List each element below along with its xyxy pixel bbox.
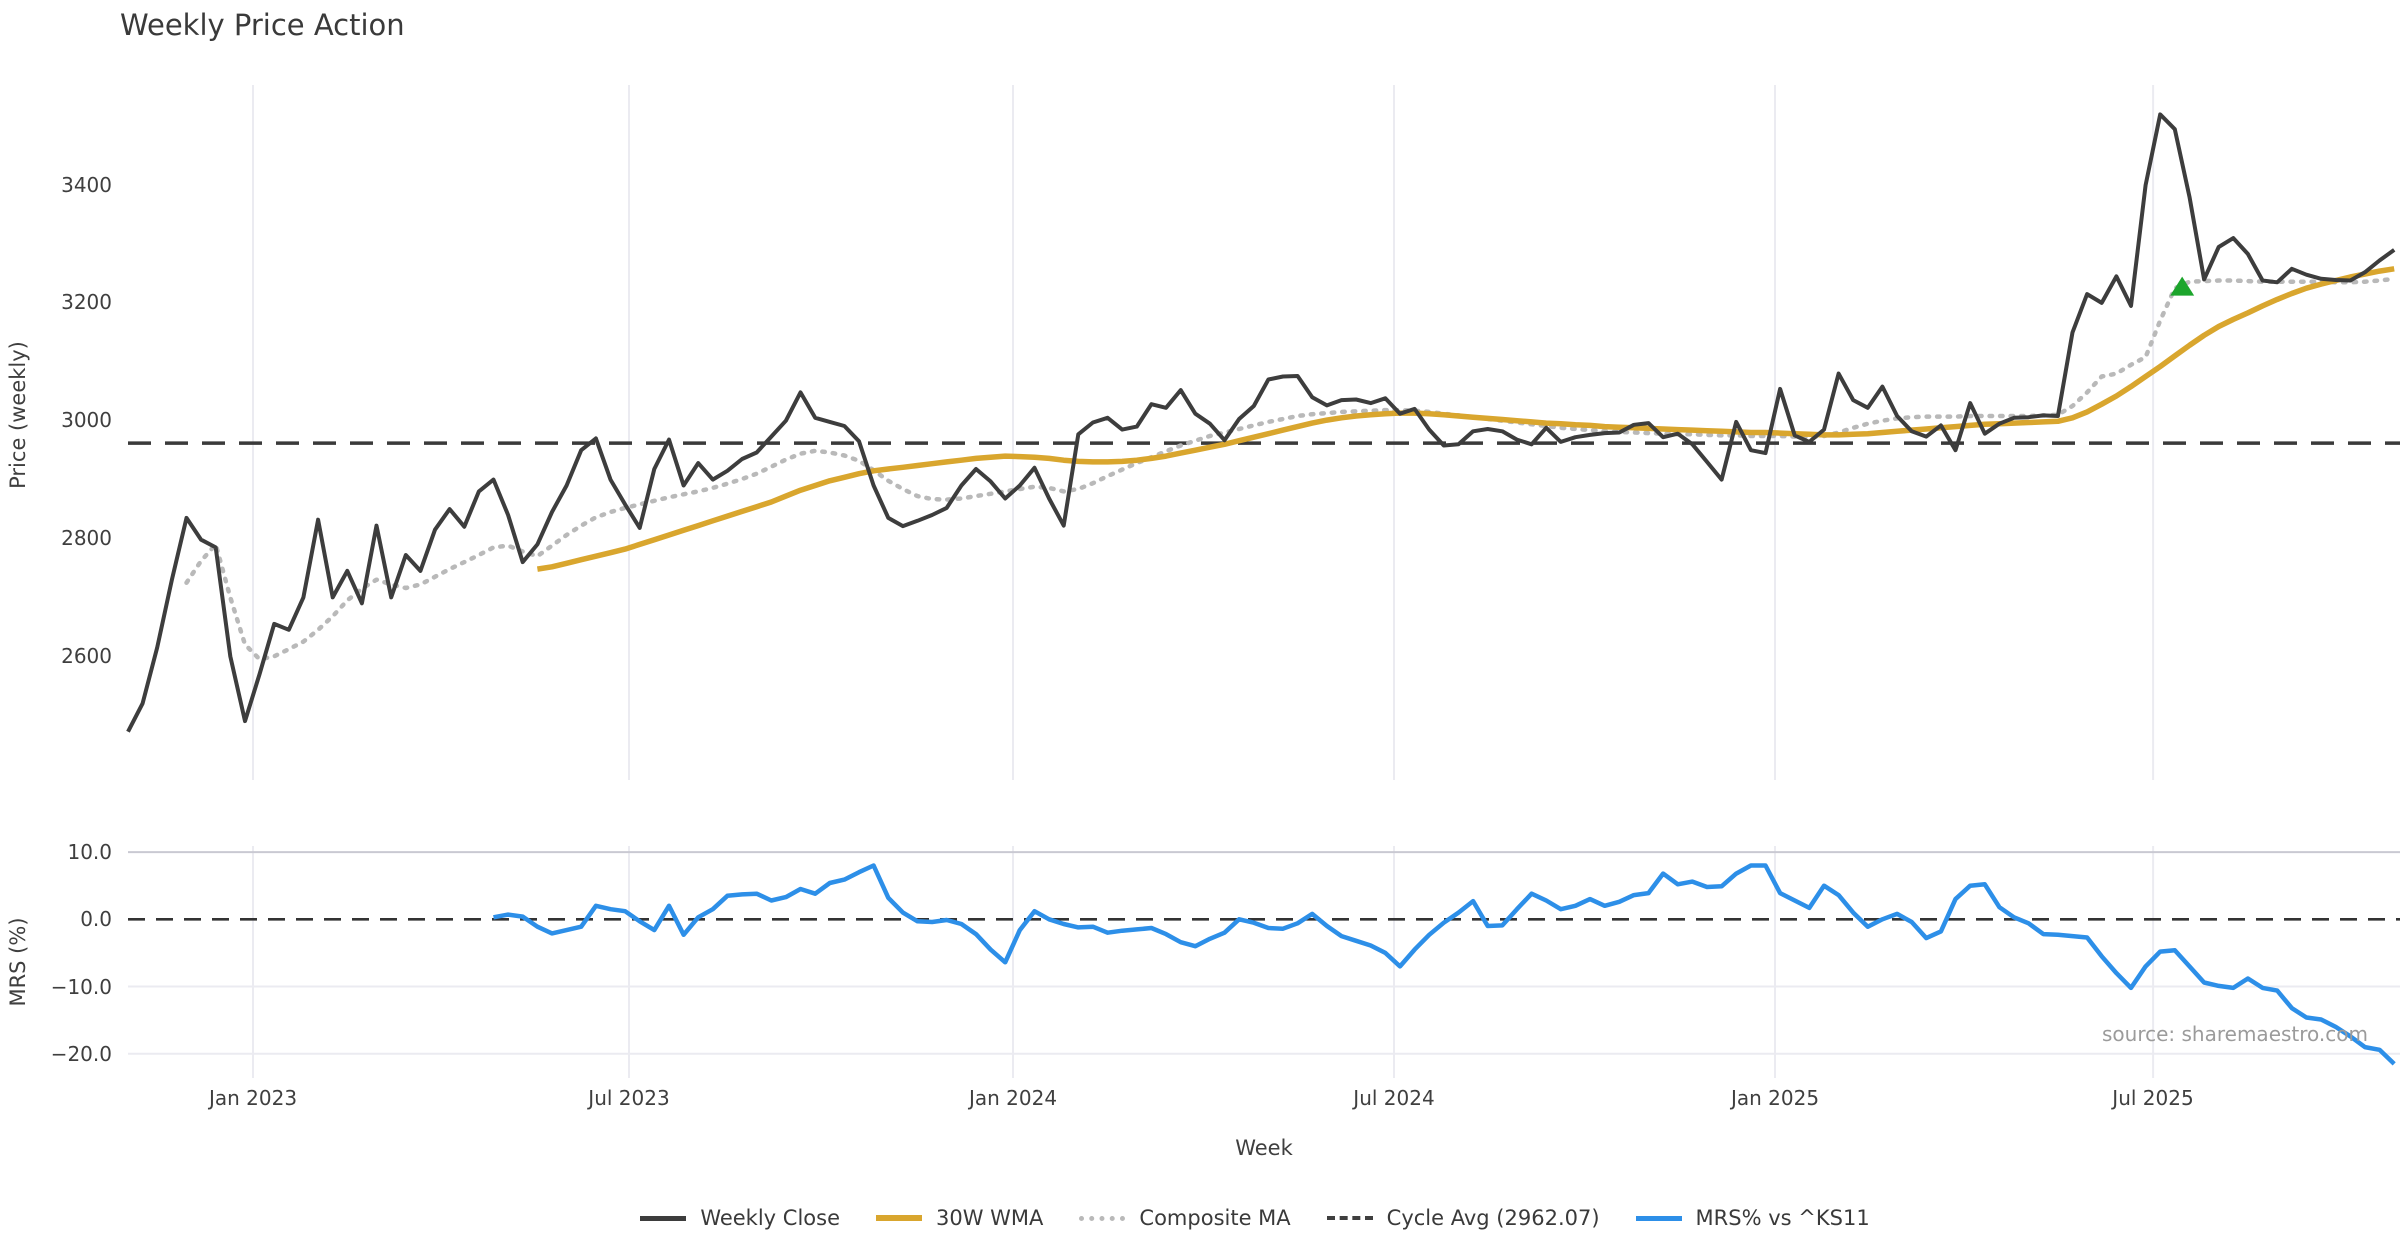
mrs-ytick-0: 0.0 xyxy=(80,907,112,931)
legend-label-mrs: MRS% vs ^KS11 xyxy=(1695,1206,1870,1230)
legend-label-cycle-avg: Cycle Avg (2962.07) xyxy=(1386,1206,1600,1230)
legend-item-composite-ma: Composite MA xyxy=(1079,1206,1291,1230)
legend-item-cycle-avg: Cycle Avg (2962.07) xyxy=(1326,1206,1600,1230)
legend-swatch-cycle-avg xyxy=(1326,1216,1373,1220)
buy-signal-triangle-icon xyxy=(2170,276,2195,296)
source-credit: source: sharemaestro.com xyxy=(2102,1022,2368,1046)
price-ytick-3000: 3000 xyxy=(61,408,112,432)
xtick-jul-2025: Jul 2025 xyxy=(2112,1086,2194,1110)
price-ytick-3400: 3400 xyxy=(61,173,112,197)
chart-legend: Weekly Close 30W WMA Composite MA Cycle … xyxy=(55,1206,2400,1230)
mrs-ytick-m10: −10.0 xyxy=(50,975,112,999)
xtick-jan-2023: Jan 2023 xyxy=(208,1086,298,1110)
legend-swatch-mrs xyxy=(1635,1215,1682,1221)
price-ytick-3200: 3200 xyxy=(61,290,112,314)
price-ytick-2800: 2800 xyxy=(61,526,112,550)
legend-item-weekly-close: Weekly Close xyxy=(640,1206,840,1230)
legend-label-weekly-close: Weekly Close xyxy=(700,1206,840,1230)
week-axis-label: Week xyxy=(1235,1136,1293,1160)
xtick-jul-2024: Jul 2024 xyxy=(1353,1086,1435,1110)
mrs-ytick-m20: −20.0 xyxy=(50,1042,112,1066)
legend-swatch-composite-ma xyxy=(1079,1215,1126,1221)
xtick-jan-2024: Jan 2024 xyxy=(968,1086,1058,1110)
xtick-jan-2025: Jan 2025 xyxy=(1730,1086,1820,1110)
legend-swatch-weekly-close xyxy=(640,1215,687,1221)
legend-label-30w-wma: 30W WMA xyxy=(936,1206,1044,1230)
mrs-axis-label: MRS (%) xyxy=(6,917,30,1007)
legend-swatch-30w-wma xyxy=(876,1215,922,1221)
mrs-ytick-10: 10.0 xyxy=(67,840,112,864)
legend-item-30w-wma: 30W WMA xyxy=(876,1206,1043,1230)
legend-label-composite-ma: Composite MA xyxy=(1139,1206,1291,1230)
price-ytick-2600: 2600 xyxy=(61,644,112,668)
xtick-jul-2023: Jul 2023 xyxy=(588,1086,670,1110)
price-axis-label: Price (weekly) xyxy=(6,341,30,489)
legend-item-mrs: MRS% vs ^KS11 xyxy=(1635,1206,1870,1230)
chart-title: Weekly Price Action xyxy=(120,8,405,42)
